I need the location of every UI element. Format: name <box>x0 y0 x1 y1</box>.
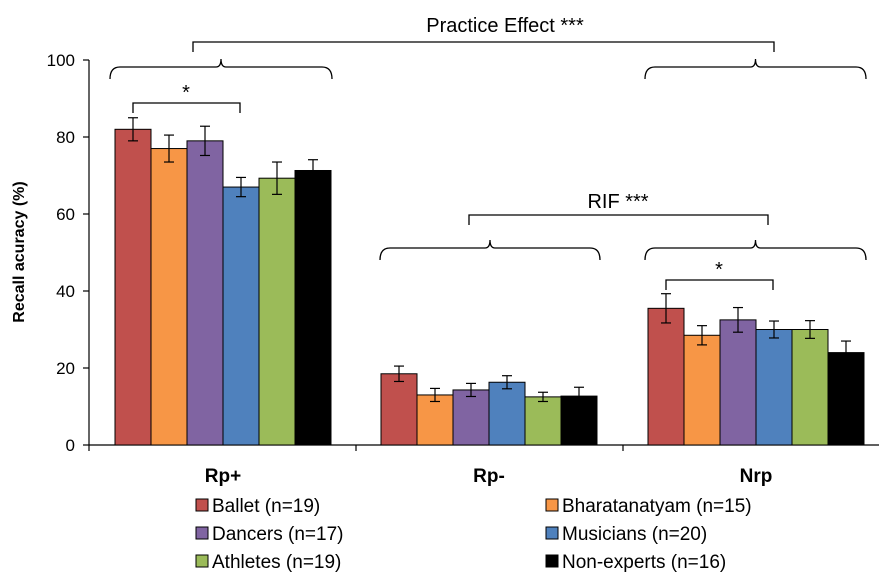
x-category-label: Rp- <box>473 466 505 487</box>
y-axis-label: Recall acuracy (%) <box>11 181 28 322</box>
rp-plus-star: * <box>182 82 190 104</box>
bar <box>560 395 598 446</box>
rif-label: RIF *** <box>587 191 648 213</box>
legend-swatch <box>545 526 559 540</box>
bars <box>114 128 865 446</box>
bar <box>258 177 296 446</box>
legend: Ballet (n=19) Bharatanatyam (n=15) Dancers… <box>195 496 752 573</box>
bar <box>683 334 721 446</box>
bar <box>647 307 685 446</box>
practice-effect-label: Practice Effect *** <box>426 15 584 37</box>
legend-label: Dancers (n=17) <box>212 524 343 545</box>
bar <box>719 319 757 446</box>
y-tick-label: 0 <box>66 436 75 455</box>
error-bars <box>128 117 851 406</box>
legend-label: Musicians (n=20) <box>562 524 707 545</box>
brace-rp-minus <box>379 239 601 261</box>
bar <box>452 389 490 446</box>
bar <box>294 169 332 446</box>
bar <box>186 140 224 446</box>
practice-effect-bracket <box>192 41 775 52</box>
bar <box>791 329 829 446</box>
bar <box>755 329 793 446</box>
y-tick-label: 40 <box>56 282 75 301</box>
legend-swatch <box>195 554 209 568</box>
legend-label: Athletes (n=19) <box>212 552 341 573</box>
legend-label: Bharatanatyam (n=15) <box>562 496 752 517</box>
bar <box>488 381 526 446</box>
bar <box>827 352 865 446</box>
legend-swatch <box>545 554 559 568</box>
bar <box>222 186 260 446</box>
legend-label: Ballet (n=19) <box>212 496 320 517</box>
legend-swatch <box>195 498 209 512</box>
y-tick-label: 100 <box>47 51 75 70</box>
brace-rp-plus <box>109 58 333 80</box>
x-category-label: Nrp <box>740 466 773 487</box>
legend-swatch <box>195 526 209 540</box>
nrp-star-bracket <box>665 279 774 290</box>
y-tick-label: 20 <box>56 359 75 378</box>
legend-swatch <box>545 498 559 512</box>
x-category-label: Rp+ <box>205 466 241 487</box>
bar <box>114 128 152 446</box>
legend-label: Non-experts (n=16) <box>562 552 726 573</box>
bar <box>380 373 418 446</box>
rif-bracket <box>468 214 769 225</box>
nrp-star: * <box>715 259 723 281</box>
y-tick-label: 80 <box>56 128 75 147</box>
significance-brackets: Practice Effect *** * RIF *** * <box>109 15 867 290</box>
bar <box>150 148 188 446</box>
brace-nrp-mid <box>644 239 867 261</box>
rp-plus-star-bracket <box>132 102 241 113</box>
bar <box>524 396 562 446</box>
axes: 0 20 40 60 80 100 Rp+ Rp- Nrp <box>47 51 879 487</box>
brace-nrp-top <box>644 58 867 80</box>
y-tick-label: 60 <box>56 205 75 224</box>
bar <box>416 394 454 446</box>
